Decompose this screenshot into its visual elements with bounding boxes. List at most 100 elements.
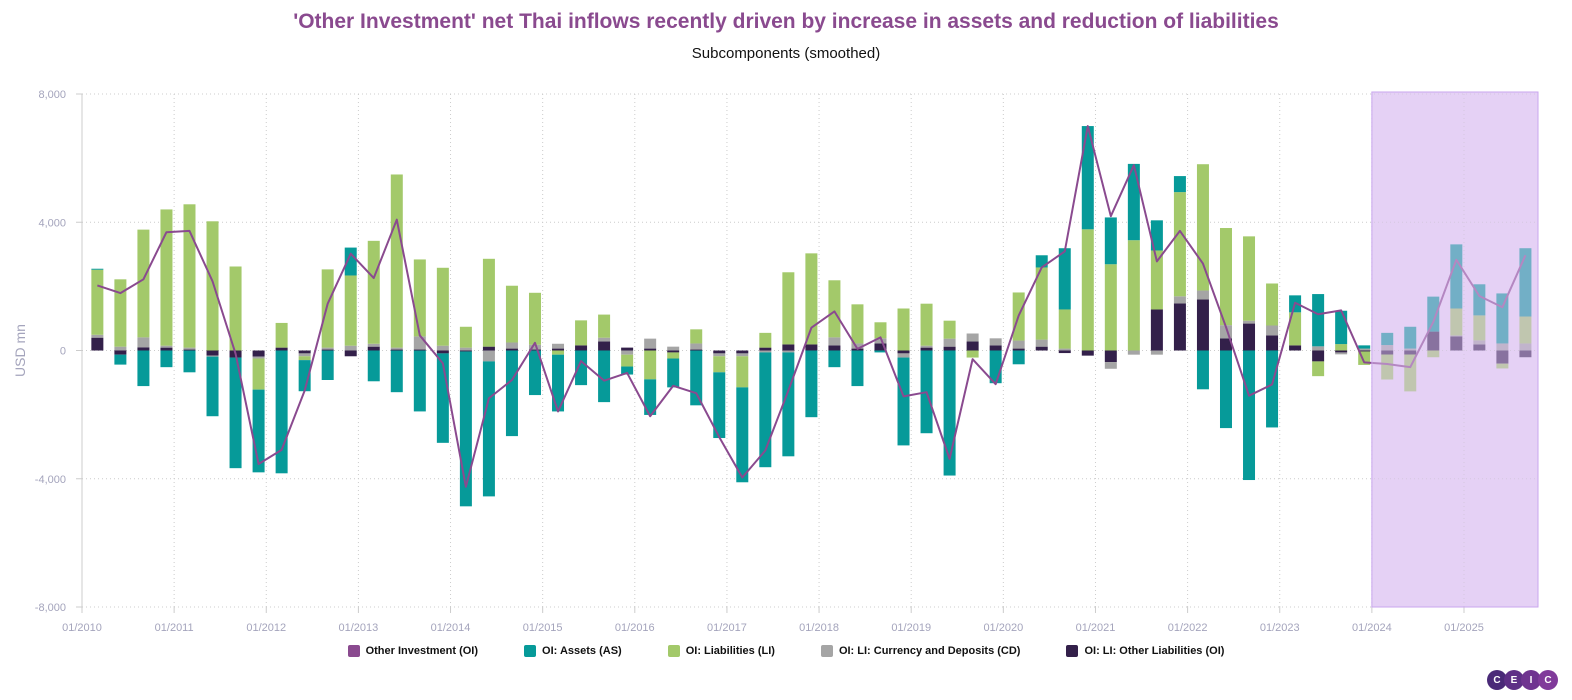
- bar-as: [505, 350, 518, 437]
- bar-ol: [91, 337, 104, 351]
- bar-as: [575, 350, 588, 386]
- bar-li: [1058, 309, 1071, 349]
- bar-ol: [482, 346, 495, 351]
- bar-stack-2021Q4: [1173, 176, 1186, 351]
- bar-as: [528, 350, 541, 396]
- bar-li: [874, 322, 887, 339]
- bar-ol: [552, 348, 565, 351]
- bar-as: [114, 354, 127, 365]
- bar-li: [1266, 283, 1279, 326]
- bar-stack-2018Q4: [897, 308, 910, 446]
- bar-stack-2022Q2: [1219, 228, 1232, 429]
- bar-cd: [1266, 325, 1279, 336]
- bar-li: [229, 266, 242, 351]
- legend: Other Investment (OI) OI: Assets (AS) OI: …: [0, 645, 1572, 657]
- legend-item-cd[interactable]: OI: LI: Currency and Deposits (CD): [820, 645, 1021, 657]
- bar-as: [160, 350, 173, 368]
- y-tick-label: 8,000: [38, 89, 66, 101]
- bar-li: [1335, 344, 1348, 351]
- bar-cd: [782, 350, 795, 353]
- bar-li: [1127, 240, 1140, 351]
- bar-li: [91, 269, 104, 335]
- bar-stack-2011Q3: [229, 266, 242, 469]
- bar-as: [1312, 294, 1325, 347]
- bar-as: [621, 366, 634, 375]
- bar-cd: [1035, 339, 1048, 347]
- bar-as: [1173, 176, 1186, 193]
- bar-as: [1219, 350, 1232, 429]
- bar-cd: [621, 350, 634, 355]
- x-tick-label: 01/2013: [339, 622, 379, 634]
- bar-as: [1081, 126, 1094, 230]
- bar-ol: [1312, 350, 1325, 362]
- bar-ol: [759, 347, 772, 351]
- legend-swatch: [667, 645, 680, 657]
- x-tick-label: 01/2023: [1260, 622, 1300, 634]
- bar-ol: [1150, 309, 1163, 351]
- bar-as: [851, 350, 864, 387]
- bar-as: [1127, 163, 1140, 241]
- bar-as: [1196, 350, 1209, 390]
- legend-item-oi[interactable]: Other Investment (OI): [347, 645, 478, 657]
- bar-stack-2010Q2: [114, 279, 127, 365]
- bar-li: [321, 269, 334, 348]
- bar-cd: [644, 338, 657, 349]
- bar-cd: [505, 342, 518, 349]
- bar-stack-2016Q1: [644, 338, 657, 415]
- bar-as: [1104, 217, 1117, 265]
- bar-cd: [1104, 362, 1117, 369]
- legend-label: OI: LI: Currency and Deposits (CD): [838, 645, 1021, 657]
- bar-li: [621, 354, 634, 367]
- bar-ol: [1012, 348, 1025, 351]
- bar-li: [897, 308, 910, 351]
- bar-ol: [621, 347, 634, 351]
- bar-as: [897, 357, 910, 446]
- bar-li: [966, 350, 979, 358]
- bar-li: [160, 209, 173, 346]
- x-tick-label: 01/2020: [983, 622, 1023, 634]
- bar-cd: [436, 345, 449, 351]
- bar-ol: [528, 349, 541, 351]
- bar-cd: [851, 343, 864, 349]
- bar-cd: [1243, 320, 1256, 324]
- bar-stack-2017Q1: [736, 350, 749, 483]
- bar-cd: [482, 350, 495, 362]
- x-tick-label: 01/2019: [891, 622, 931, 634]
- bar-stack-2015Q2: [575, 320, 588, 386]
- bar-ol: [183, 349, 196, 351]
- bar-as: [390, 350, 403, 393]
- legend-item-li[interactable]: OI: Liabilities (LI): [667, 645, 775, 657]
- legend-swatch: [820, 645, 833, 657]
- bar-ol: [874, 343, 887, 351]
- legend-item-ol[interactable]: OI: LI: Other Liabilities (OI): [1066, 645, 1224, 657]
- bar-stack-2017Q4: [805, 253, 818, 418]
- bar-ol: [114, 350, 127, 355]
- bar-cd: [137, 337, 150, 348]
- legend-item-as[interactable]: OI: Assets (AS): [524, 645, 622, 657]
- bar-as: [644, 379, 657, 415]
- bar-cd: [759, 350, 772, 353]
- bar-ol: [782, 344, 795, 351]
- bar-li: [575, 320, 588, 346]
- bar-li: [1219, 228, 1232, 326]
- bar-ol: [413, 349, 426, 351]
- bar-ol: [575, 345, 588, 351]
- bar-cd: [528, 344, 541, 350]
- bar-stack-2011Q4: [252, 350, 265, 473]
- bar-ol: [736, 350, 749, 354]
- bar-stack-2011Q2: [206, 221, 219, 417]
- bar-cd: [1058, 348, 1071, 351]
- bar-as: [275, 350, 288, 474]
- bar-as: [206, 356, 219, 417]
- bar-as: [667, 358, 680, 388]
- bar-stack-2021Q2: [1127, 163, 1140, 355]
- x-tick-label: 01/2012: [246, 622, 286, 634]
- bar-cd: [828, 337, 841, 346]
- bar-stack-2020Q2: [1035, 255, 1048, 351]
- bar-as: [1243, 350, 1256, 481]
- bar-stack-2019Q2: [943, 320, 956, 476]
- chart-title: 'Other Investment' net Thai inflows rece…: [293, 10, 1279, 33]
- bar-stack-2017Q3: [782, 272, 795, 457]
- bar-stack-2014Q1: [459, 326, 472, 507]
- bar-cd: [552, 343, 565, 349]
